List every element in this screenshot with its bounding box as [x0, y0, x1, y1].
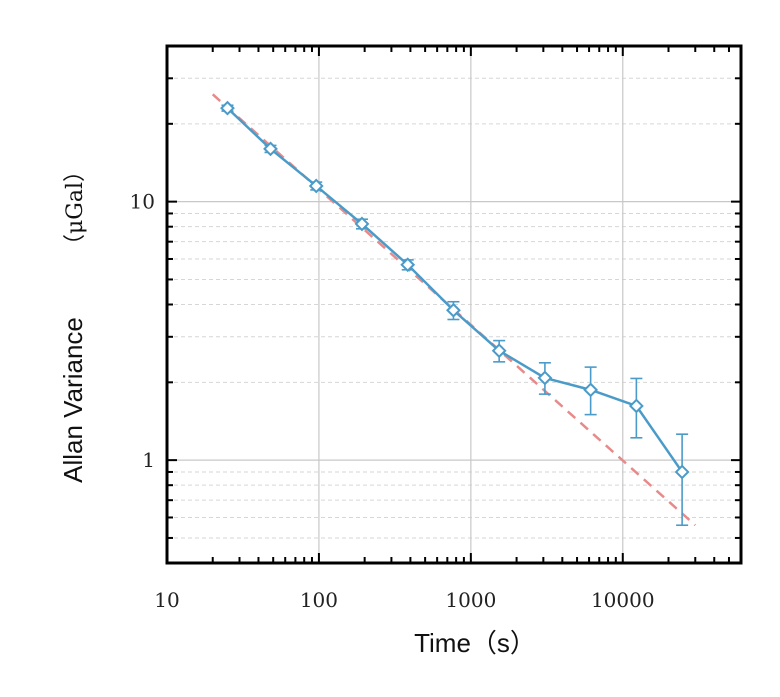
data-point: [263, 141, 278, 157]
data-point: [446, 302, 461, 318]
y-tick-label: 1: [142, 448, 155, 472]
data-point: [354, 216, 370, 232]
data-point: [220, 100, 235, 116]
data-point: [674, 464, 690, 480]
series-layer: [220, 100, 690, 527]
y-axis-label: Allan Variance: [58, 317, 88, 483]
data-point: [491, 343, 507, 359]
tick-layer: 10 100 1000 10000 1 10: [130, 45, 742, 612]
x-tick-label: 1000: [445, 588, 496, 612]
x-tick-label: 10: [154, 588, 179, 612]
x-axis-label: Time（s）: [414, 628, 536, 658]
x-tick-label: 100: [300, 588, 338, 612]
plot-frame: [165, 44, 743, 565]
data-point: [537, 370, 553, 386]
y-tick-label: 10: [130, 190, 155, 214]
data-point: [308, 178, 324, 194]
y-axis-unit-label: （μGal）: [63, 160, 88, 256]
data-point: [583, 382, 599, 398]
data-point: [628, 398, 644, 414]
series-line: [226, 107, 684, 473]
data-point: [400, 257, 416, 273]
x-tick-label: 10000: [591, 588, 655, 612]
